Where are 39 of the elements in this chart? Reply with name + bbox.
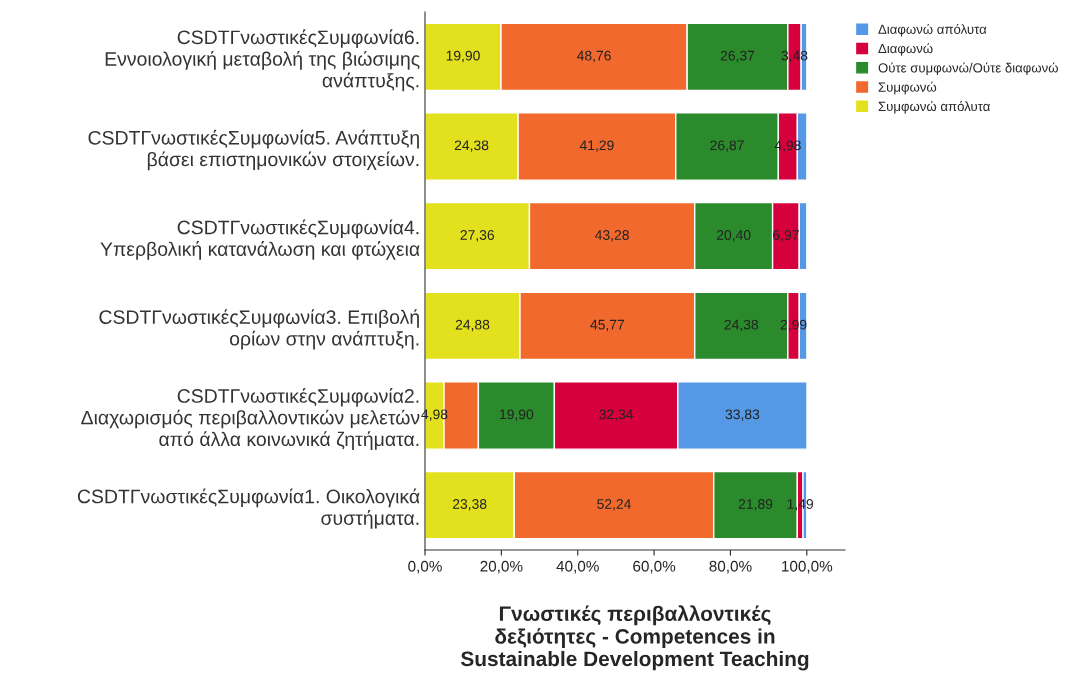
y-tick-label: CSDTΓνωστικέςΣυμφωνία4. Υπερβολική κατανάλωση και φτώχεια bbox=[100, 219, 420, 260]
legend-label: Συμφωνώ bbox=[878, 81, 937, 95]
y-tick-label: CSDTΓνωστικέςΣυμφωνία1. Οικολογικά συστήματα. bbox=[77, 488, 420, 529]
data-label: 33,83 bbox=[725, 409, 760, 421]
data-label: 26,37 bbox=[720, 50, 755, 63]
y-tick-label: CSDTΓνωστικέςΣυμφωνία3. Επιβολή ορίων στην ανάπτυξη. bbox=[99, 309, 419, 350]
data-label: 21,89 bbox=[738, 499, 773, 511]
data-label: 27,36 bbox=[460, 230, 494, 242]
data-label: 26,87 bbox=[710, 140, 744, 152]
data-label: 45,77 bbox=[590, 319, 625, 332]
data-label: 24,88 bbox=[455, 319, 490, 332]
data-label: 24,38 bbox=[454, 140, 489, 152]
x-tick-label: 80,0% bbox=[709, 560, 752, 574]
x-axis-title: Γνωστικές περιβαλλοντικές δεξιότητες - Competences in Sustainable Development Teaching bbox=[460, 605, 809, 671]
data-label: 19,90 bbox=[446, 50, 480, 63]
data-label: 3,48 bbox=[781, 50, 808, 63]
data-label: 1,49 bbox=[787, 499, 814, 511]
y-tick-label: CSDTΓνωστικέςΣυμφωνία5. Ανάπτυξη βάσει επιστημονικών στοιχείων. bbox=[88, 129, 419, 171]
data-label: 32,34 bbox=[599, 409, 634, 421]
data-label: 23,38 bbox=[452, 499, 487, 511]
data-label: 43,28 bbox=[595, 230, 629, 242]
data-label: 20,40 bbox=[716, 230, 751, 242]
x-tick-label: 40,0% bbox=[556, 560, 599, 574]
x-tick-label: 100,0% bbox=[782, 560, 833, 574]
y-tick-label: CSDTΓνωστικέςΣυμφωνία2. Διαχωρισμός περιβαλλοντικών μελετών από άλλα κοινωνικά ζητήματα. bbox=[81, 388, 420, 450]
y-tick-label: CSDTΓνωστικέςΣυμφωνία6. Εννοιολογική μεταβολή της βιώσιμης ανάπτυξης. bbox=[105, 29, 420, 92]
data-label: 41,29 bbox=[579, 140, 614, 152]
x-tick-label: 60,0% bbox=[633, 560, 676, 574]
legend-label: Συμφωνώ απόλυτα bbox=[878, 100, 990, 114]
data-label: 48,76 bbox=[577, 50, 611, 63]
legend-label: Ούτε συμφωνώ/Ούτε διαφωνώ bbox=[878, 62, 1058, 76]
legend-label: Διαφωνώ bbox=[878, 43, 933, 56]
data-label: 19,90 bbox=[500, 409, 534, 421]
legend-label: Διαφωνώ απόλυτα bbox=[878, 23, 987, 37]
x-tick-label: 0,0% bbox=[408, 560, 442, 574]
data-label: 24,38 bbox=[724, 319, 759, 332]
x-tick-label: 20,0% bbox=[480, 560, 523, 574]
data-label: 2,99 bbox=[780, 319, 807, 332]
data-label: 52,24 bbox=[597, 499, 631, 511]
